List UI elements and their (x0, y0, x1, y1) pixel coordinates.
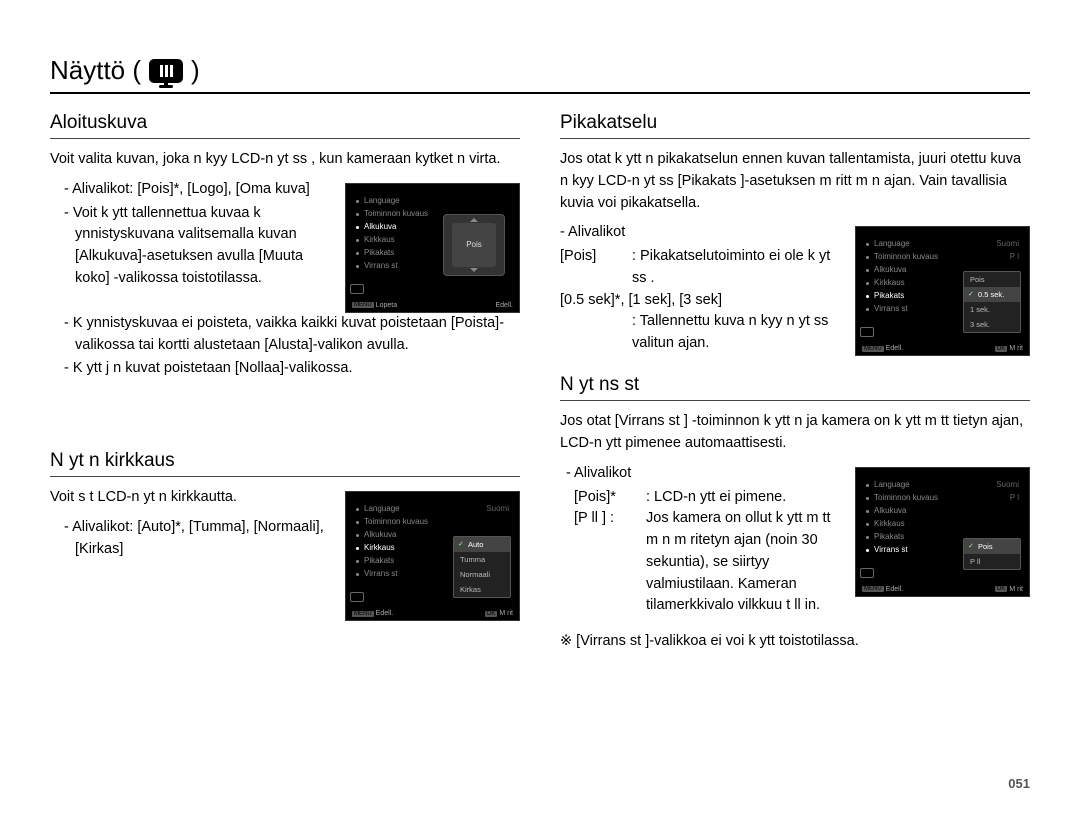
popup-list: AutoTummaNormaaliKirkas (453, 536, 511, 598)
aloituskuva-intro: Voit valita kuvan, joka n kyy LCD-n yt s… (50, 149, 520, 171)
page-number: 051 (1008, 776, 1030, 791)
lcd-preview-pikakatselu: LanguageSuomiToiminnon kuvausP lAlkukuva… (855, 226, 1030, 356)
section-naytonsaasto: N yt ns st (560, 374, 1030, 401)
battery-icon (860, 327, 874, 337)
list-item: - Alivalikot: [Pois]*, [Logo], [Oma kuva… (64, 179, 333, 201)
aloituskuva-list: - Alivalikot: [Pois]*, [Logo], [Oma kuva… (50, 179, 333, 290)
battery-icon (350, 284, 364, 294)
popup-center: Pois (443, 214, 505, 276)
lcd-preview-aloituskuva: LanguageToiminnon kuvausAlkukuvaKirkkaus… (345, 183, 520, 313)
naytonsaasto-intro: Jos otat [Virrans st ] -toiminnon k ytt … (560, 411, 1030, 455)
title-prefix: Näyttö ( (50, 55, 141, 86)
popup-list: PoisP ll (963, 538, 1021, 570)
left-column: Aloituskuva Voit valita kuvan, joka n ky… (50, 112, 520, 653)
list-item: - K ytt j n kuvat poistetaan [Nollaa]-va… (64, 358, 520, 380)
sub-label: - Alivalikot (560, 463, 843, 485)
battery-icon (860, 568, 874, 578)
section-aloituskuva: Aloituskuva (50, 112, 520, 139)
list-item: - Alivalikot: [Auto]*, [Tumma], [Normaal… (64, 517, 333, 561)
section-kirkkaus: N yt n kirkkaus (50, 450, 520, 477)
lcd-preview-kirkkaus: LanguageSuomiToiminnon kuvausAlkukuvaKir… (345, 491, 520, 621)
battery-icon (350, 592, 364, 602)
sub-label: - Alivalikot (560, 222, 843, 244)
display-icon (149, 59, 183, 83)
pikakatselu-intro: Jos otat k ytt n pikakatselun ennen kuva… (560, 149, 1030, 214)
right-column: Pikakatselu Jos otat k ytt n pikakatselu… (560, 112, 1030, 653)
section-pikakatselu: Pikakatselu (560, 112, 1030, 139)
list-item: - K ynnistyskuvaa ei poisteta, vaikka ka… (64, 313, 520, 357)
popup-list: Pois0.5 sek.1 sek.3 sek. (963, 271, 1021, 333)
note: ※ [Virrans st ]-valikkoa ei voi k ytt to… (560, 631, 1030, 653)
title-suffix: ) (191, 55, 200, 86)
page-title: Näyttö ( ) (50, 55, 1030, 94)
list-item: - Voit k ytt tallennettua kuvaa k ynnist… (64, 203, 333, 290)
kirkkaus-intro: Voit s t LCD-n yt n kirkkautta. (50, 487, 333, 509)
lcd-preview-naytonsaasto: LanguageSuomiToiminnon kuvausP lAlkukuva… (855, 467, 1030, 597)
aloituskuva-list-cont: - K ynnistyskuvaa ei poisteta, vaikka ka… (50, 313, 520, 380)
